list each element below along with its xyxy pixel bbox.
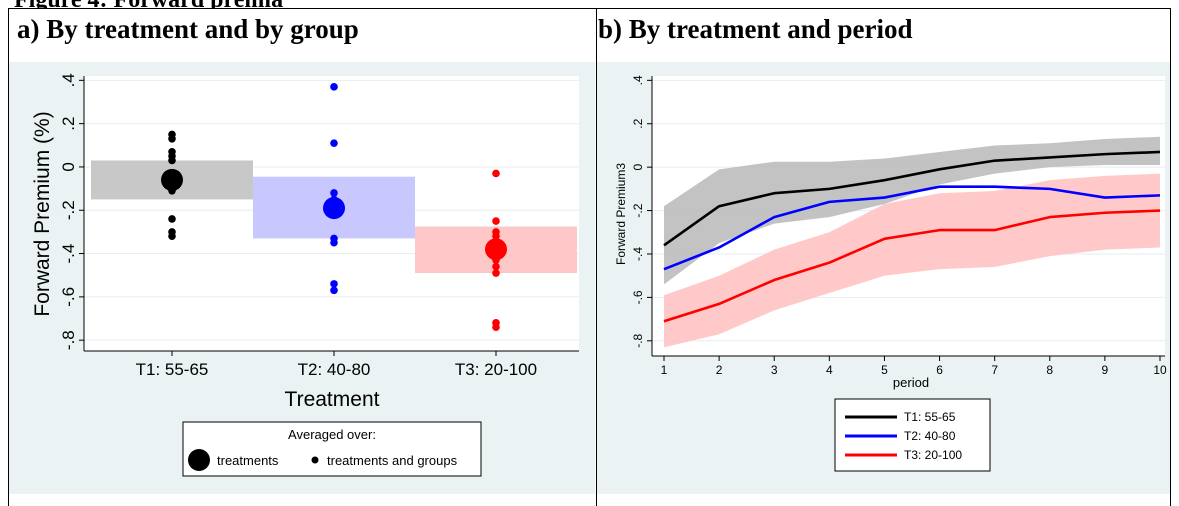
panel-a-group-point [492, 269, 500, 277]
panel-a-y-tick-label: .4 [59, 73, 78, 87]
panel-b-y-tick-label: .2 [631, 118, 645, 128]
panel-b-chart: .4 .2 0 -.2 -.4 -.6 -.8 1 2 3 4 5 6 7 8 9 10 Forward Pr… [597, 62, 1170, 494]
panel-a-y-tick-label: -.2 [59, 200, 78, 220]
panel-a-legend-label-treatments: treatments [217, 453, 279, 468]
panel-a-y-tick-label: 0 [59, 162, 78, 171]
figure-caption: Figure 4: Forward premia [0, 0, 1179, 8]
panel-b-series-line [663, 150, 1161, 247]
panel-a-x-tick-label: T2: 40-80 [298, 360, 371, 379]
panel-a-legend: Averaged over: treatments treatments and… [182, 421, 482, 477]
panel-b-legend-label: T2: 40-80 [904, 429, 956, 443]
panel-a-y-ticks: .4 .2 0 -.2 -.4 -.6 -.8 [59, 73, 84, 350]
panel-a-legend-label-groups: treatments and groups [327, 453, 458, 468]
panel-b-x-ticks: 1 2 3 4 5 6 7 8 9 10 [661, 356, 1167, 377]
panel-a-x-tick-label: T3: 20-100 [455, 360, 537, 379]
panel-a-x-axis-label: Treatment [285, 388, 380, 411]
panel-b-x-tick-label: 4 [826, 363, 833, 377]
panel-b-x-tick-label: 10 [1153, 363, 1167, 377]
panel-divider [596, 8, 597, 506]
panel-b-y-tick-label: -.8 [631, 333, 645, 347]
panel-b-series-line [663, 209, 1161, 323]
panel-a-group-point [330, 83, 338, 91]
panel-a-group-point [492, 169, 500, 178]
panel-a-grid [84, 79, 579, 341]
panel-b-y-tick-label: -.2 [631, 203, 645, 217]
panel-b-legend-label: T3: 20-100 [904, 448, 962, 462]
panel-b-lines [663, 150, 1161, 323]
panel-a-group-point [330, 280, 338, 288]
panel-a-group-point [168, 156, 176, 165]
panel-a-group-point [168, 134, 176, 143]
panel-a-y-tick-label: -.8 [59, 330, 78, 350]
panel-b-x-tick-label: 1 [661, 363, 668, 377]
panel-b-x-tick-label: 6 [936, 363, 943, 377]
panel-a-legend-box [182, 421, 482, 477]
panel-a-group-point [330, 286, 338, 295]
panel-a-group-point [492, 262, 500, 271]
panel-b-y-ticks: .4 .2 0 -.2 -.4 -.6 -.8 [631, 75, 652, 348]
panel-a-legend-marker-treatments [188, 449, 210, 471]
panel-a-group-point [492, 217, 500, 225]
panel-b-x-tick-label: 9 [1102, 363, 1109, 377]
panel-b-ci-band [664, 136, 1160, 285]
panel-a-y-tick-label: .2 [59, 117, 78, 131]
panel-a-y-tick-label: -.6 [59, 287, 78, 307]
panel-a-points [161, 83, 507, 331]
figure-frame [8, 8, 1171, 506]
panel-a-legend-title: Averaged over: [288, 427, 376, 442]
panel-a-y-tick-label: -.4 [59, 244, 78, 264]
panel-a-treatment-mean [161, 168, 183, 191]
panel-a-group-point [492, 232, 500, 241]
panel-b-x-axis-label: period [893, 375, 929, 390]
panel-b-y-tick-label: 0 [631, 164, 645, 171]
panel-b-bands [664, 136, 1160, 348]
panel-a-x-tick-label: T1: 55-65 [136, 360, 209, 379]
panel-a-treatment-mean [485, 238, 507, 261]
panel-b-legend: T1: 55-65 T2: 40-80 T3: 20-100 [834, 398, 991, 472]
panel-b-y-tick-label: -.6 [631, 290, 645, 304]
panel-b-x-tick-label: 3 [771, 363, 778, 377]
panel-b-series-line [663, 185, 1161, 271]
panel-a-group-point [330, 238, 338, 247]
panel-b-x-tick-label: 5 [881, 363, 888, 377]
panel-a-y-axis-label: Forward Premium (%) [31, 111, 54, 316]
panel-b-legend-items: T1: 55-65 T2: 40-80 T3: 20-100 [845, 410, 962, 462]
panel-a-group-point [330, 139, 338, 147]
panel-a-title: a) By treatment and by group [17, 14, 359, 44]
panel-a-chart: .4 .2 0 -.2 -.4 -.6 -.8 T1: 55-65 T2: 40-80 T3: … [9, 62, 595, 494]
panel-a-group-point [168, 215, 176, 223]
panel-b-y-tick-label: -.4 [631, 247, 645, 261]
panel-a-group-point [492, 323, 500, 331]
panel-b-y-tick-label: .4 [631, 75, 645, 85]
panel-a-group-point [330, 189, 338, 197]
panel-a-treatment-mean [323, 197, 345, 220]
panel-b-ci-band [664, 173, 1160, 348]
panel-a-x-ticks: T1: 55-65 T2: 40-80 T3: 20-100 [136, 351, 537, 379]
panel-b-x-tick-label: 2 [716, 363, 723, 377]
panel-a-legend-marker-groups [311, 456, 319, 464]
panel-b-x-tick-label: 7 [991, 363, 998, 377]
panel-b-x-tick-label: 8 [1046, 363, 1053, 377]
panel-b-y-axis-label: Forward Premium3 [614, 163, 628, 265]
panel-a-group-point [168, 232, 176, 241]
panel-b-legend-label: T1: 55-65 [904, 410, 956, 424]
panel-b-title: b) By treatment and period [598, 14, 913, 44]
